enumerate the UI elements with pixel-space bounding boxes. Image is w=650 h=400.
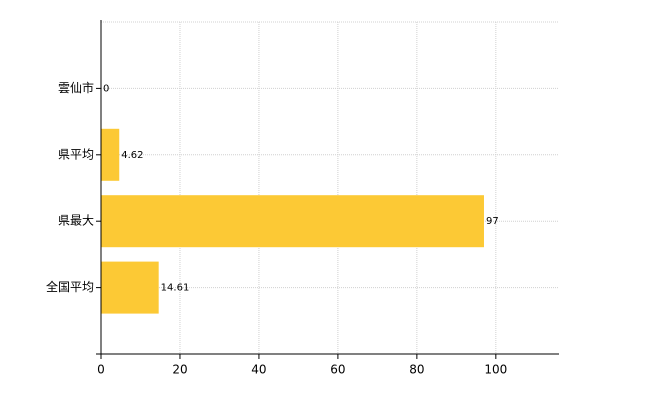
value-label: 4.62 [121, 150, 143, 161]
bar [101, 128, 120, 181]
x-tick-label: 40 [251, 363, 266, 377]
value-label: 97 [486, 216, 499, 227]
x-tick-label: 80 [409, 363, 424, 377]
bar [101, 261, 159, 314]
value-label: 14.61 [161, 283, 190, 294]
x-tick-label: 100 [484, 363, 507, 377]
y-tick-label: 県平均 [58, 147, 94, 161]
bar [101, 195, 484, 248]
y-tick-label: 全国平均 [46, 279, 94, 294]
value-label: 0 [103, 83, 109, 94]
y-tick-label: 県最大 [58, 214, 94, 228]
x-tick-label: 0 [97, 363, 105, 377]
x-tick-label: 20 [172, 363, 187, 377]
y-tick-label: 雲仙市 [58, 80, 94, 95]
x-tick-label: 60 [330, 363, 345, 377]
